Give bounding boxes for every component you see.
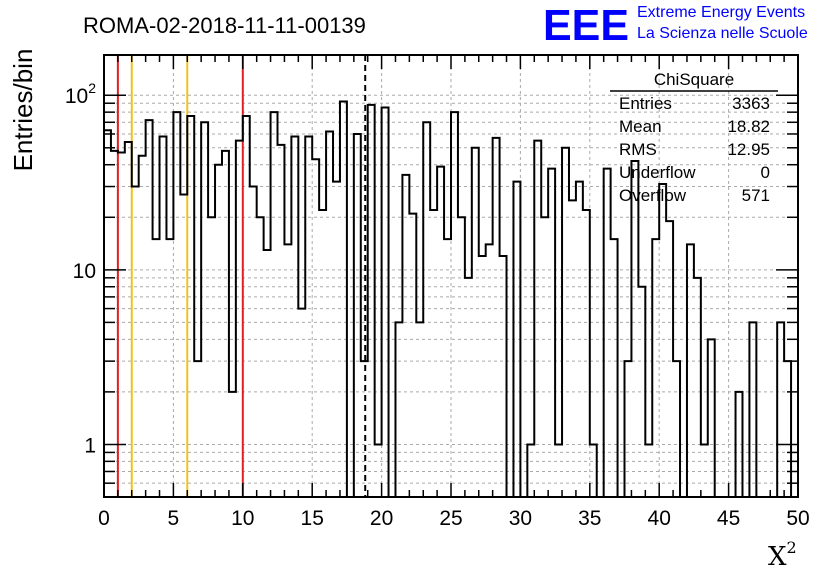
x-tick-label: 20 [370,507,393,530]
histogram-outline [104,100,798,498]
grid-lines [104,55,798,497]
stats-value: 571 [742,186,770,205]
x-axis-label-superscript: 2 [787,538,797,557]
stats-box: ChiSquare Entries 3363 Mean 18.82 RMS 12.95 Und… [610,70,778,205]
x-tick-label: 35 [578,507,601,530]
logo-line-1: Extreme Energy Events [637,4,805,21]
y-tick-label: 1 [84,434,96,457]
y-axis-label: Entries/bin [8,49,38,172]
x-tick-label: 0 [98,507,110,530]
y-tick-label: 102 [65,80,96,108]
y-tick-label-exponent: 2 [88,80,96,96]
stats-label: RMS [619,140,657,159]
stats-label: Overflow [619,186,687,205]
reference-lines [116,55,367,497]
x-tick-label: 15 [301,507,324,530]
x-tick-label: 5 [168,507,180,530]
x-tick-label: 10 [231,507,254,530]
stats-label: Mean [619,117,662,136]
stats-label: Entries [619,94,672,113]
stats-value: 3363 [732,94,770,113]
axis-ticks [103,55,799,497]
stats-label: Underflow [619,163,696,182]
eee-logo: EEE Extreme Energy Events La Scienza nel… [543,1,808,50]
x-tick-label: 50 [786,507,809,530]
logo-mark: EEE [543,1,629,50]
y-tick-label-base: 10 [65,85,88,108]
x-tick-label: 30 [509,507,532,530]
chart-title: ROMA-02-2018-11-11-00139 [83,13,366,38]
stats-value: 0 [761,163,770,182]
logo-line-2: La Scienza nelle Scuole [637,25,808,42]
y-tick-label: 10 [73,260,96,283]
x-tick-label: 45 [717,507,740,530]
stats-title: ChiSquare [654,70,734,89]
x-axis-label: X2 [768,538,797,572]
x-tick-label: 40 [648,507,671,530]
x-axis-label-base: X [768,542,787,572]
stats-value: 18.82 [727,117,770,136]
x-tick-label: 25 [439,507,462,530]
stats-value: 12.95 [727,140,770,159]
